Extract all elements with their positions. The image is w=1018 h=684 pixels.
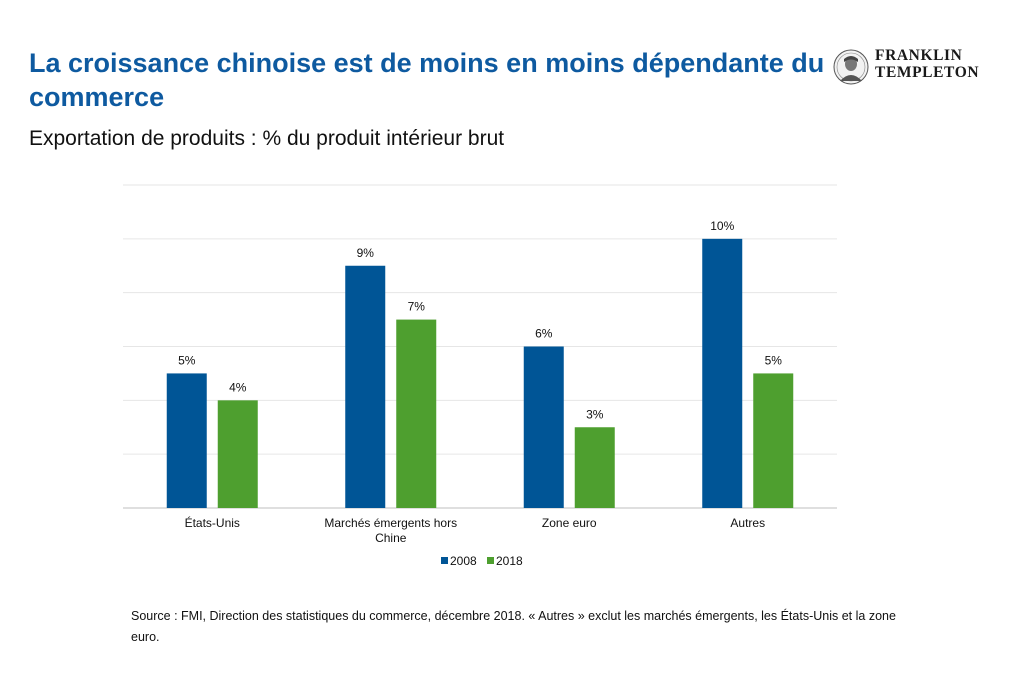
- legend-swatch-2008: [441, 557, 448, 564]
- legend-label-2008: 2008: [450, 554, 477, 568]
- logo-line-1: FRANKLIN: [875, 47, 963, 64]
- bar-2018: [396, 319, 437, 508]
- logo-wordmark: FRANKLIN TEMPLETON: [875, 47, 979, 81]
- data-label: 3%: [586, 407, 604, 421]
- x-tick-label: Zone euro: [542, 516, 597, 530]
- franklin-templeton-logo: FRANKLIN TEMPLETON: [833, 47, 993, 87]
- data-label: 5%: [765, 353, 783, 367]
- bar-2018: [217, 400, 258, 508]
- data-label: 7%: [408, 300, 426, 314]
- benjamin-franklin-portrait-icon: [833, 49, 869, 85]
- page-title: La croissance chinoise est de moins en m…: [29, 48, 825, 112]
- bar-2008: [523, 346, 564, 508]
- data-label: 4%: [229, 380, 247, 394]
- logo-line-2: TEMPLETON: [875, 64, 980, 81]
- bar-2008: [702, 238, 743, 508]
- data-label: 5%: [178, 353, 196, 367]
- legend-label-2018: 2018: [496, 554, 523, 568]
- x-tick-label: Autres: [730, 516, 765, 530]
- legend-swatch-2018: [487, 557, 494, 564]
- x-tick-label: Marchés émergents hors: [324, 516, 457, 530]
- data-label: 9%: [357, 246, 375, 260]
- bar-2018: [753, 373, 794, 508]
- bar-2018: [574, 427, 615, 508]
- bar-2008: [345, 265, 386, 508]
- bar-chart: 5% 4% États-Unis 9% 7% Marchés émergents hors…: [123, 184, 837, 568]
- chart-subtitle: Exportation de produits : % du produit i…: [29, 127, 505, 150]
- data-label: 10%: [710, 219, 734, 233]
- x-tick-label: États-Unis: [185, 515, 240, 530]
- source-note: Source : FMI, Direction des statistiques…: [131, 609, 896, 644]
- bar-2008: [166, 373, 207, 508]
- x-tick-label: Chine: [375, 531, 407, 545]
- data-label: 6%: [535, 327, 553, 341]
